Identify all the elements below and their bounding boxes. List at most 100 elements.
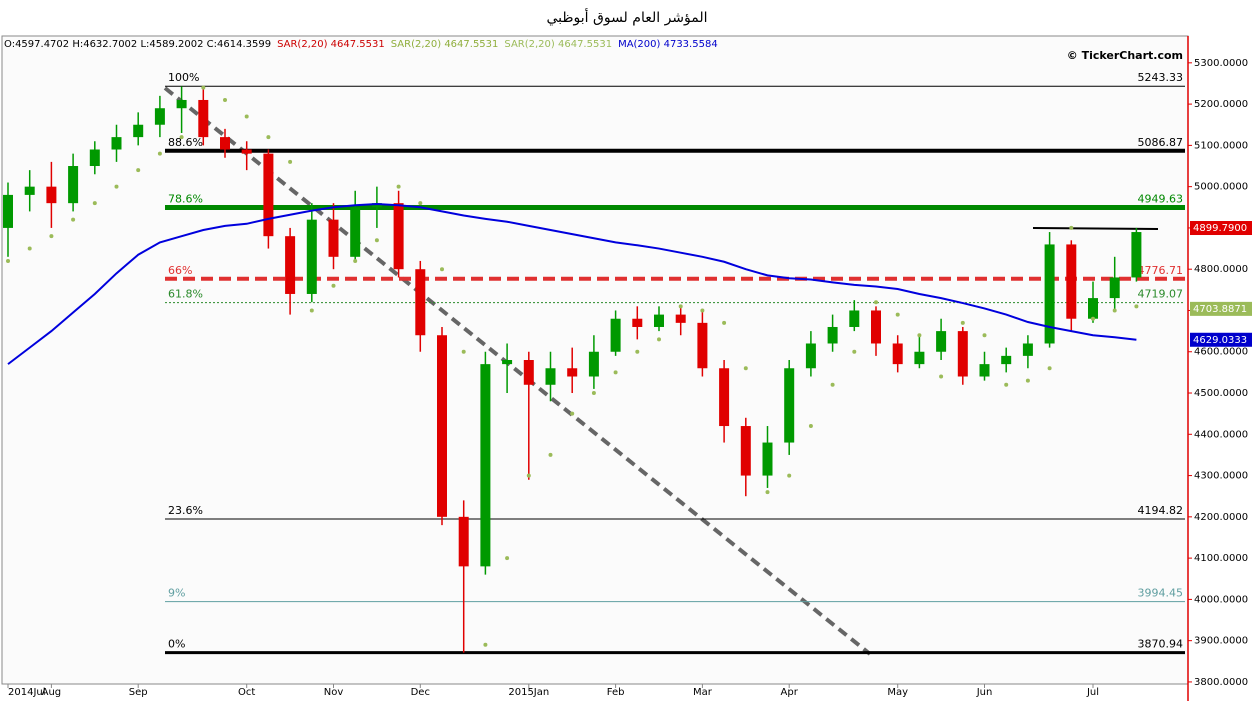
ma-line [7,202,1137,365]
candle-body [1088,298,1098,319]
y-tick-label: 4100.0000 [1194,553,1248,564]
price-tag-label: 4629.0333 [1193,335,1247,346]
price-tag [1190,301,1252,316]
y-tick-label: 4400.0000 [1194,429,1248,440]
info-item: MA(200) 4733.5584 [618,39,718,50]
level-value: 4194.82 [1138,504,1184,517]
sar-dot [223,97,227,102]
level-value: 3870.94 [1138,638,1184,651]
candle-body [1109,277,1120,299]
candle-body [306,219,317,294]
candle-body [1001,355,1012,365]
sar-dot [874,300,878,305]
candle-body [784,368,795,443]
level-value: 5086.87 [1138,136,1184,149]
candle-body [46,186,57,204]
y-tick-label: 4200.0000 [1194,512,1248,523]
sar-dot [570,411,575,416]
candle-body [68,166,79,204]
candle-body [1066,244,1077,319]
candle-body [805,343,816,369]
candle-body [762,442,773,476]
sar-dot [374,238,379,243]
candle-body [719,368,730,427]
candle-body [567,368,578,377]
x-tick-label: 2014Jul [8,687,46,698]
sar-dot [1134,304,1139,309]
candle-body [849,310,860,327]
level-label: 78.6% [168,192,203,205]
sar-dot [700,308,705,313]
candle-body [415,269,426,336]
y-tick-label: 4000.0000 [1194,594,1248,605]
sar-dot [960,320,965,325]
trend-line [163,86,872,656]
sar-dot [114,184,119,189]
level-value: 4949.63 [1138,192,1184,205]
sar-dot [353,258,358,263]
sar-dot [483,642,488,647]
sar-dot [1069,225,1074,230]
candle-body [241,149,252,154]
chart-title: المؤشر العام لسوق أبوظبي [546,8,707,26]
sar-dot [309,308,314,313]
x-tick-label: Apr [781,687,799,698]
level-label: 0% [168,638,185,651]
y-tick-label: 5100.0000 [1194,140,1248,151]
candle-body [458,516,469,567]
candle-body [675,314,686,323]
sar-dot [657,337,661,342]
sar-dot [461,349,466,354]
info-item: SAR(2,20) 4647.5531 [391,39,499,50]
candle-body [154,108,165,125]
sar-dot [27,246,32,251]
level-value: 3994.45 [1138,587,1184,600]
x-tick-label: May [887,687,908,698]
price-tag-label: 4899.7900 [1193,223,1247,234]
candle-body [285,236,296,294]
y-tick-label: 4600.0000 [1194,347,1248,358]
sar-dot [266,135,271,140]
candle-body [371,203,382,208]
candle-body [957,331,968,377]
level-value: 5243.33 [1138,71,1184,84]
level-value: 4776.71 [1138,264,1184,277]
candle-body [979,364,990,377]
watermark: © TickerChart.com [1067,49,1183,62]
candle-body [936,331,947,352]
sar-dot [49,234,54,239]
candle-body [111,137,122,150]
sar-dot [526,473,531,478]
sar-dot [635,349,640,354]
sar-dot [1112,308,1117,313]
level-label: 23.6% [168,504,203,517]
y-tick-label: 5200.0000 [1194,99,1248,110]
x-tick-label: Nov [324,687,344,698]
sar-dot [288,159,293,164]
x-tick-label: Sep [129,687,148,698]
candle-body [350,207,361,257]
info-item: SAR(2,20) 4647.5531 [277,39,385,50]
y-tick-label: 5000.0000 [1194,182,1248,193]
sar-dot [852,349,857,354]
x-tick-label: Aug [42,687,62,698]
x-tick-label: Jul [1086,687,1099,698]
candle-body [827,326,838,344]
y-tick-label: 3900.0000 [1194,636,1248,647]
x-tick-label: 2015Jan [508,687,549,698]
x-tick-label: Dec [411,687,430,698]
y-tick-label: 4800.0000 [1194,264,1248,275]
sar-dot [808,424,813,429]
x-tick-label: Jun [976,687,993,698]
candle-body [393,203,404,270]
candle-body [220,137,230,150]
candle-body [1022,343,1033,356]
candle-body [523,360,534,385]
candle-body [610,318,621,352]
sar-dot [1004,382,1009,387]
sar-dot [71,217,76,222]
level-label: 61.8% [168,288,203,301]
candle-body [1131,232,1142,278]
